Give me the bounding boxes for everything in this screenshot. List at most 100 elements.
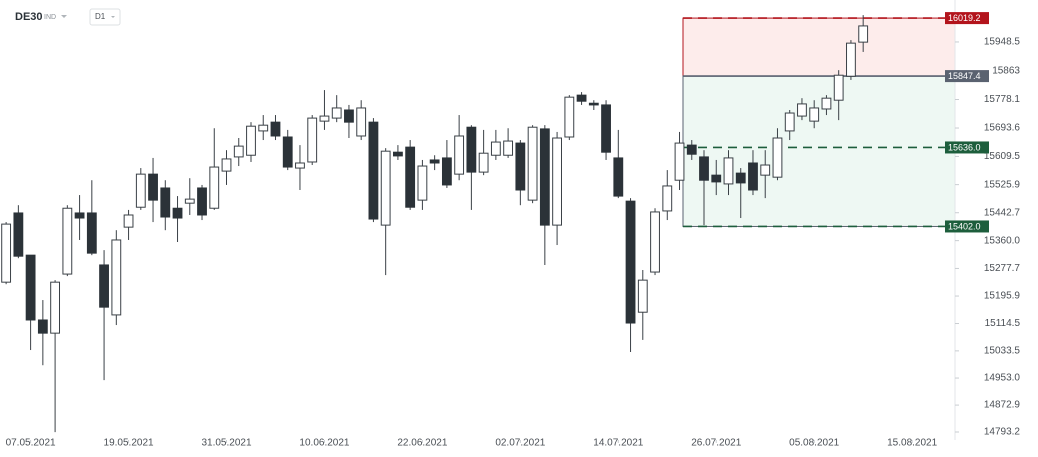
candle-body xyxy=(809,107,820,122)
x-tick-label: 05.08.2021 xyxy=(789,438,839,449)
candle-body xyxy=(270,121,281,137)
candle-body xyxy=(37,319,48,334)
y-tick-label: 15948.5 xyxy=(984,37,1021,48)
candle-body xyxy=(197,187,207,216)
candle-body xyxy=(797,103,807,117)
candle-body xyxy=(711,174,722,183)
candle-body xyxy=(344,109,354,123)
candle-body xyxy=(527,126,538,201)
candle-body xyxy=(282,136,293,168)
price-level-label: 15402.0 xyxy=(948,221,981,231)
y-tick-label: 14953.0 xyxy=(984,373,1021,384)
candle-body xyxy=(613,157,624,197)
symbol-dropdown[interactable] xyxy=(61,15,67,18)
y-tick-label: 14793.2 xyxy=(984,427,1021,438)
candle-body xyxy=(417,165,428,201)
x-tick-label: 31.05.2021 xyxy=(201,438,251,449)
candle-body xyxy=(86,212,97,254)
y-tick-label: 15360.0 xyxy=(984,235,1021,246)
candle-body xyxy=(429,159,440,164)
candle-body xyxy=(833,74,844,101)
candle-body xyxy=(760,164,771,176)
candle-body xyxy=(111,239,122,316)
price-level-label: 15847.4 xyxy=(948,71,981,81)
price-level-label: 15636.0 xyxy=(948,142,981,152)
candle-body xyxy=(748,162,758,191)
y-tick-label: 14872.9 xyxy=(984,400,1021,411)
candle-body xyxy=(564,96,575,138)
price-level-tag xyxy=(945,70,989,83)
candle-body xyxy=(246,125,256,156)
x-tick-label: 07.05.2021 xyxy=(6,438,56,449)
y-tick-label: 15778.1 xyxy=(984,94,1021,105)
candle-body xyxy=(25,254,36,321)
candle-body xyxy=(295,162,305,169)
candle-body xyxy=(99,264,109,308)
instrument-type: IND xyxy=(44,14,56,21)
candle-body xyxy=(625,200,636,324)
y-tick-label: 15442.7 xyxy=(984,207,1021,218)
y-tick-label: 15863 xyxy=(992,65,1020,76)
candle-body xyxy=(393,151,403,157)
candle-body xyxy=(662,185,673,212)
timeframe[interactable]: D1 xyxy=(95,12,106,21)
candle-body xyxy=(454,135,465,175)
candle-body xyxy=(221,158,232,172)
candle-body xyxy=(160,187,171,218)
candle-body xyxy=(1,223,12,283)
price-zone xyxy=(682,75,956,227)
candle-body xyxy=(650,211,660,273)
x-tick-label: 02.07.2021 xyxy=(495,438,545,449)
candle-body xyxy=(135,173,146,208)
candle-body xyxy=(405,146,416,208)
y-tick-label: 15114.5 xyxy=(985,318,1021,329)
candle-body xyxy=(62,207,73,275)
candle-body xyxy=(209,166,220,209)
candle-body xyxy=(699,156,709,181)
y-tick-label: 15609.5 xyxy=(984,151,1021,162)
x-tick-label: 10.06.2021 xyxy=(299,438,349,449)
candle-body xyxy=(319,115,330,122)
candle-body xyxy=(846,42,856,77)
candle-body xyxy=(784,112,795,132)
candle-body xyxy=(380,150,391,226)
x-tick-label: 22.06.2021 xyxy=(397,438,447,449)
candle-body xyxy=(735,172,746,184)
candle-body xyxy=(356,107,367,137)
candle-body xyxy=(686,144,697,155)
x-tick-label: 14.07.2021 xyxy=(593,438,643,449)
price-level-tag xyxy=(945,141,989,154)
candle-body xyxy=(233,145,244,158)
symbol[interactable]: DE30 xyxy=(15,11,43,23)
candle-body xyxy=(539,128,550,226)
candle-body xyxy=(184,198,195,204)
candle-body xyxy=(637,279,648,313)
candle-body xyxy=(503,140,514,156)
candle-body xyxy=(441,157,452,186)
x-tick-label: 15.08.2021 xyxy=(887,438,937,449)
candle-body xyxy=(74,212,85,219)
candle-body xyxy=(13,212,24,257)
candle-body xyxy=(466,126,477,173)
x-tick-label: 26.07.2021 xyxy=(691,438,741,449)
candle-body xyxy=(331,107,342,119)
candle-body xyxy=(552,137,562,226)
y-tick-label: 15525.9 xyxy=(984,179,1021,190)
candle-body xyxy=(674,142,685,181)
candle-body xyxy=(515,142,526,191)
candle-body xyxy=(821,97,832,110)
candle-body xyxy=(50,281,61,334)
candle-body xyxy=(723,157,734,185)
candle-body xyxy=(576,94,587,102)
y-tick-label: 15195.9 xyxy=(984,291,1021,302)
timeframe-box[interactable] xyxy=(89,8,121,26)
x-tick-label: 19.05.2021 xyxy=(104,438,154,449)
y-tick-label: 15277.7 xyxy=(984,263,1021,274)
candle-body xyxy=(258,124,269,132)
candle-body xyxy=(772,137,783,178)
candle-body xyxy=(490,141,501,156)
candle-body xyxy=(172,207,183,219)
y-tick-label: 15033.5 xyxy=(984,346,1021,357)
